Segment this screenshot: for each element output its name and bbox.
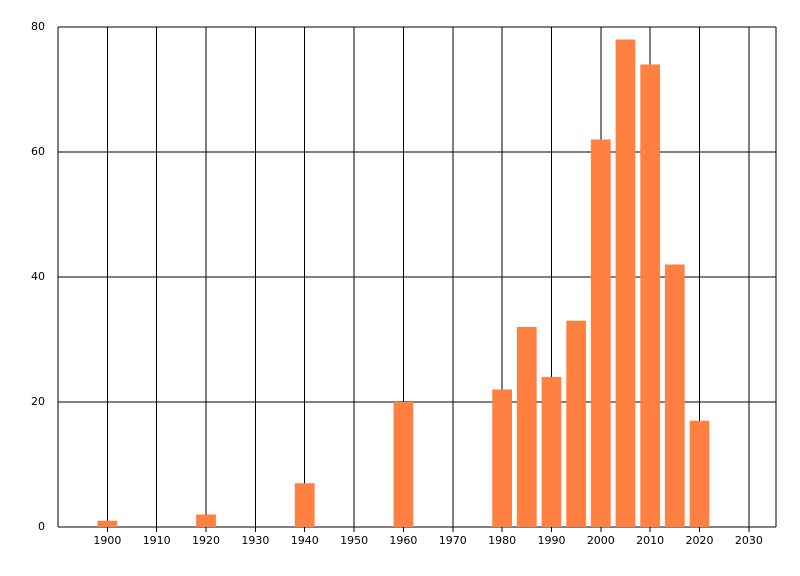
bar	[97, 520, 118, 527]
x-tick-label: 2010	[636, 534, 664, 547]
x-tick-label: 1920	[192, 534, 220, 547]
x-tick-label: 2000	[587, 534, 615, 547]
bar	[294, 483, 315, 527]
bar	[590, 139, 611, 527]
x-tick-label: 1980	[488, 534, 516, 547]
x-tick-label: 1940	[291, 534, 319, 547]
x-tick-label: 1900	[93, 534, 121, 547]
x-tick-label: 1930	[241, 534, 269, 547]
x-tick-label: 2020	[686, 534, 714, 547]
y-tick-label: 80	[31, 20, 45, 33]
bar	[566, 320, 587, 527]
bar	[516, 327, 537, 527]
y-tick-label: 20	[31, 395, 45, 408]
x-tick-label: 1950	[340, 534, 368, 547]
bar	[492, 389, 512, 527]
bar	[393, 402, 414, 527]
x-tick-label: 1970	[439, 534, 467, 547]
y-tick-label: 0	[38, 520, 45, 533]
bar	[196, 514, 216, 527]
y-tick-label: 40	[31, 270, 45, 283]
bar	[689, 420, 710, 527]
bar	[640, 64, 661, 527]
y-tick-label: 60	[31, 145, 45, 158]
x-tick-label: 1960	[389, 534, 417, 547]
x-tick-label: 2030	[735, 534, 763, 547]
bar	[615, 39, 636, 527]
x-tick-label: 1910	[143, 534, 171, 547]
bar	[664, 264, 685, 527]
bar	[541, 377, 562, 527]
x-tick-label: 1990	[537, 534, 565, 547]
